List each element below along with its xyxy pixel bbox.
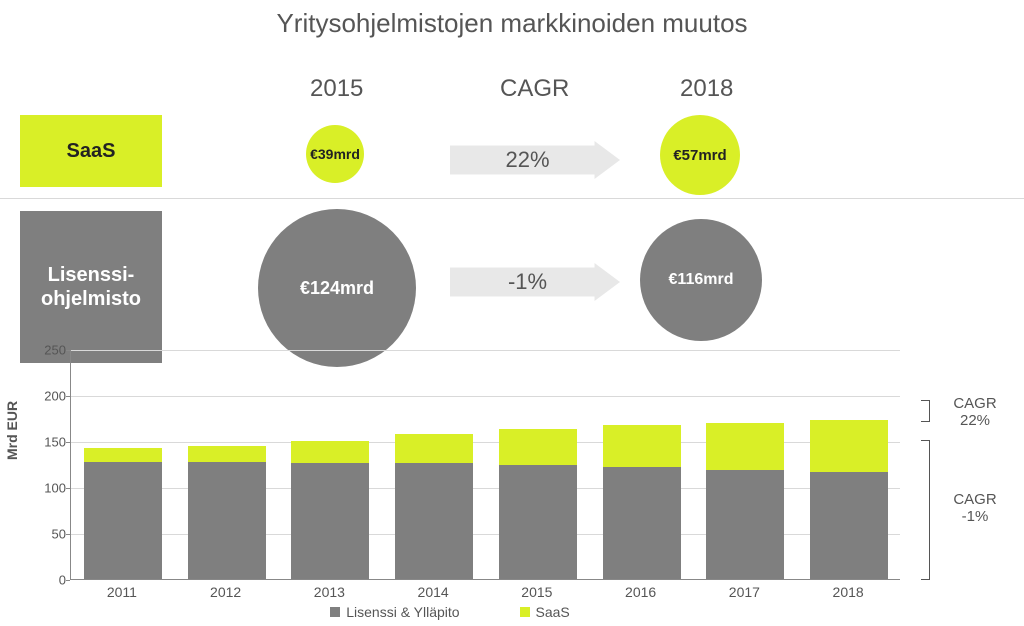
col-cagr-label: CAGR: [500, 75, 569, 103]
x-tick-label: 2015: [521, 584, 552, 600]
chart-legend: Lisenssi & Ylläpito SaaS: [0, 604, 900, 620]
legend-label: Lisenssi & Ylläpito: [346, 604, 459, 620]
legend-label: SaaS: [536, 604, 570, 620]
license-label: Lisenssi-ohjelmisto: [41, 263, 141, 311]
saas-2015-bubble: €39mrd: [306, 125, 364, 183]
chart-plot-area: [70, 350, 900, 580]
summary-section: 2015 CAGR 2018 SaaS €39mrd 22% €57mrd Li…: [0, 39, 1024, 369]
y-tick-mark: [66, 442, 70, 443]
cagr-top-bracket: [912, 400, 930, 422]
bar-segment-saas: [395, 434, 473, 463]
bar-group: [291, 441, 369, 579]
bar-segment-license: [810, 472, 888, 579]
bar-group: [499, 429, 577, 579]
bar-segment-saas: [188, 446, 266, 463]
x-tick-label: 2011: [107, 584, 137, 600]
stacked-bar-chart: Mrd EUR 0 50 100 150 200 250 2011 2012 2013 2014…: [0, 340, 1024, 626]
saas-cagr-arrow: 22%: [450, 141, 620, 179]
bar-segment-license: [188, 462, 266, 579]
y-tick-label: 50: [38, 527, 66, 542]
x-tick-label: 2012: [210, 584, 241, 600]
bar-group: [603, 425, 681, 579]
bar-segment-license: [395, 463, 473, 579]
bar-segment-license: [499, 465, 577, 579]
bar-group: [395, 434, 473, 579]
bar-group: [84, 448, 162, 579]
y-tick-label: 250: [38, 343, 66, 358]
bar-segment-saas: [810, 420, 888, 472]
y-tick-mark: [66, 580, 70, 581]
y-tick-label: 200: [38, 389, 66, 404]
license-cagr-value: -1%: [450, 263, 605, 301]
bar-segment-saas: [84, 448, 162, 462]
col-2018-label: 2018: [680, 75, 733, 103]
bar-segment-license: [706, 470, 784, 579]
y-tick-mark: [66, 350, 70, 351]
grid-line: [71, 350, 900, 351]
cagr-bottom-note: CAGR-1%: [940, 492, 1010, 525]
legend-swatch-icon: [330, 607, 340, 617]
bar-segment-saas: [603, 425, 681, 466]
y-tick-label: 0: [38, 573, 66, 588]
bar-group: [188, 446, 266, 579]
saas-cagr-value: 22%: [450, 141, 605, 179]
bar-segment-saas: [499, 429, 577, 465]
x-tick-label: 2013: [314, 584, 345, 600]
bar-segment-saas: [291, 441, 369, 463]
cagr-bottom-bracket: [912, 440, 930, 580]
y-tick-label: 100: [38, 481, 66, 496]
y-tick-mark: [66, 396, 70, 397]
bar-group: [706, 423, 784, 579]
x-tick-label: 2018: [833, 584, 864, 600]
y-tick-mark: [66, 534, 70, 535]
y-axis-title: Mrd EUR: [4, 401, 20, 460]
grid-line: [71, 396, 900, 397]
saas-2018-bubble: €57mrd: [660, 115, 740, 195]
license-cagr-arrow: -1%: [450, 263, 620, 301]
y-tick-label: 150: [38, 435, 66, 450]
x-tick-label: 2014: [418, 584, 449, 600]
legend-item-saas: SaaS: [520, 604, 570, 620]
x-tick-label: 2016: [625, 584, 656, 600]
legend-item-license: Lisenssi & Ylläpito: [330, 604, 459, 620]
page-title: Yritysohjelmistojen markkinoiden muutos: [0, 0, 1024, 39]
y-tick-mark: [66, 488, 70, 489]
bar-segment-license: [291, 463, 369, 579]
bar-segment-license: [603, 467, 681, 579]
bar-group: [810, 420, 888, 579]
col-2015-label: 2015: [310, 75, 363, 103]
saas-row: SaaS €39mrd 22% €57mrd: [0, 113, 1024, 199]
cagr-top-note: CAGR22%: [940, 396, 1010, 429]
x-tick-label: 2017: [729, 584, 760, 600]
bar-segment-license: [84, 462, 162, 579]
bar-segment-saas: [706, 423, 784, 470]
legend-swatch-icon: [520, 607, 530, 617]
license-2018-bubble: €116mrd: [640, 219, 762, 341]
saas-category-box: SaaS: [20, 115, 162, 187]
